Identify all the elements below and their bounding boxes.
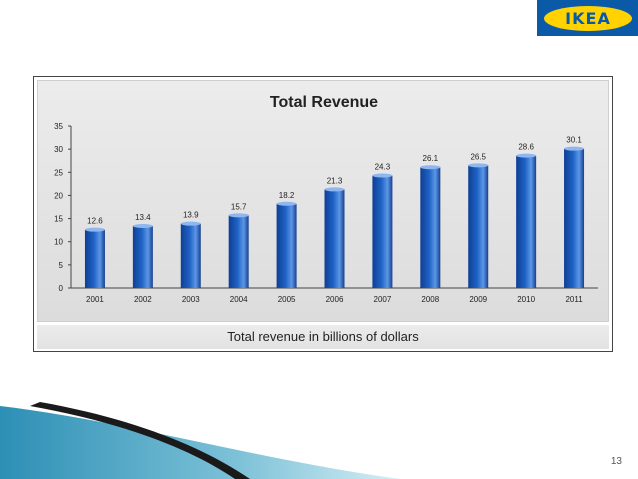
chart-frame: Total Revenue 0 5 10 15 20 25 30 35 12.6 2001 13.4 2… bbox=[33, 76, 613, 352]
y-tick-label: 0 bbox=[59, 284, 64, 293]
bar-cap bbox=[180, 221, 201, 226]
data-label: 13.4 bbox=[135, 213, 151, 222]
caption-bar: Total revenue in billions of dollars bbox=[37, 325, 609, 349]
bar-cap bbox=[324, 187, 345, 192]
bar bbox=[180, 223, 201, 288]
page-number: 13 bbox=[610, 456, 622, 467]
chart-caption: Total revenue in billions of dollars bbox=[227, 329, 419, 344]
swoosh-dark bbox=[30, 402, 250, 479]
data-label: 26.5 bbox=[470, 152, 486, 161]
decorative-swoosh bbox=[0, 402, 400, 479]
x-tick-label: 2010 bbox=[517, 295, 535, 304]
x-tick-label: 2005 bbox=[278, 295, 296, 304]
bar bbox=[372, 175, 393, 288]
bar-cap bbox=[468, 163, 489, 168]
bar bbox=[276, 203, 297, 288]
y-tick-label: 15 bbox=[54, 215, 63, 224]
data-label: 24.3 bbox=[375, 163, 391, 172]
bar bbox=[228, 215, 249, 288]
logo-oval: IKEA bbox=[544, 6, 632, 31]
ikea-logo: IKEA bbox=[537, 0, 638, 36]
data-label: 15.7 bbox=[231, 202, 247, 211]
x-tick-label: 2002 bbox=[134, 295, 152, 304]
data-label: 21.3 bbox=[327, 176, 343, 185]
bar-cap bbox=[276, 201, 297, 206]
chart-panel: Total Revenue 0 5 10 15 20 25 30 35 12.6 2001 13.4 2… bbox=[37, 80, 609, 322]
y-tick-label: 30 bbox=[54, 145, 63, 154]
x-tick-label: 2006 bbox=[326, 295, 344, 304]
bar-cap bbox=[132, 223, 153, 228]
bar bbox=[84, 229, 105, 288]
y-tick-label: 35 bbox=[54, 122, 63, 131]
bar bbox=[468, 165, 489, 288]
x-tick-label: 2011 bbox=[565, 295, 583, 304]
bar bbox=[420, 167, 441, 288]
data-label: 30.1 bbox=[566, 136, 582, 145]
bar-cap bbox=[564, 146, 585, 151]
logo-text: IKEA bbox=[565, 9, 611, 28]
y-tick-label: 20 bbox=[54, 191, 63, 200]
data-label: 28.6 bbox=[518, 143, 534, 152]
bar bbox=[564, 148, 585, 288]
bar-cap bbox=[372, 173, 393, 178]
x-tick-label: 2001 bbox=[86, 295, 104, 304]
bar-cap bbox=[420, 165, 441, 170]
bar bbox=[132, 225, 153, 288]
y-tick-label: 25 bbox=[54, 168, 63, 177]
data-label: 12.6 bbox=[87, 217, 103, 226]
y-tick-label: 10 bbox=[54, 238, 63, 247]
swoosh-teal bbox=[0, 406, 400, 479]
bar-cap bbox=[228, 213, 249, 218]
x-tick-label: 2004 bbox=[230, 295, 248, 304]
y-tick-label: 5 bbox=[59, 261, 64, 270]
bar-cap bbox=[516, 153, 537, 158]
data-label: 26.1 bbox=[423, 154, 439, 163]
x-tick-label: 2008 bbox=[421, 295, 439, 304]
x-tick-label: 2009 bbox=[469, 295, 487, 304]
data-label: 13.9 bbox=[183, 211, 199, 220]
chart-title: Total Revenue bbox=[270, 94, 378, 111]
bar bbox=[516, 155, 537, 288]
data-label: 18.2 bbox=[279, 191, 295, 200]
revenue-bar-chart: Total Revenue 0 5 10 15 20 25 30 35 12.6 2001 13.4 2… bbox=[54, 94, 598, 304]
bar bbox=[324, 189, 345, 288]
x-tick-label: 2007 bbox=[374, 295, 392, 304]
bar-cap bbox=[84, 227, 105, 232]
x-tick-label: 2003 bbox=[182, 295, 200, 304]
